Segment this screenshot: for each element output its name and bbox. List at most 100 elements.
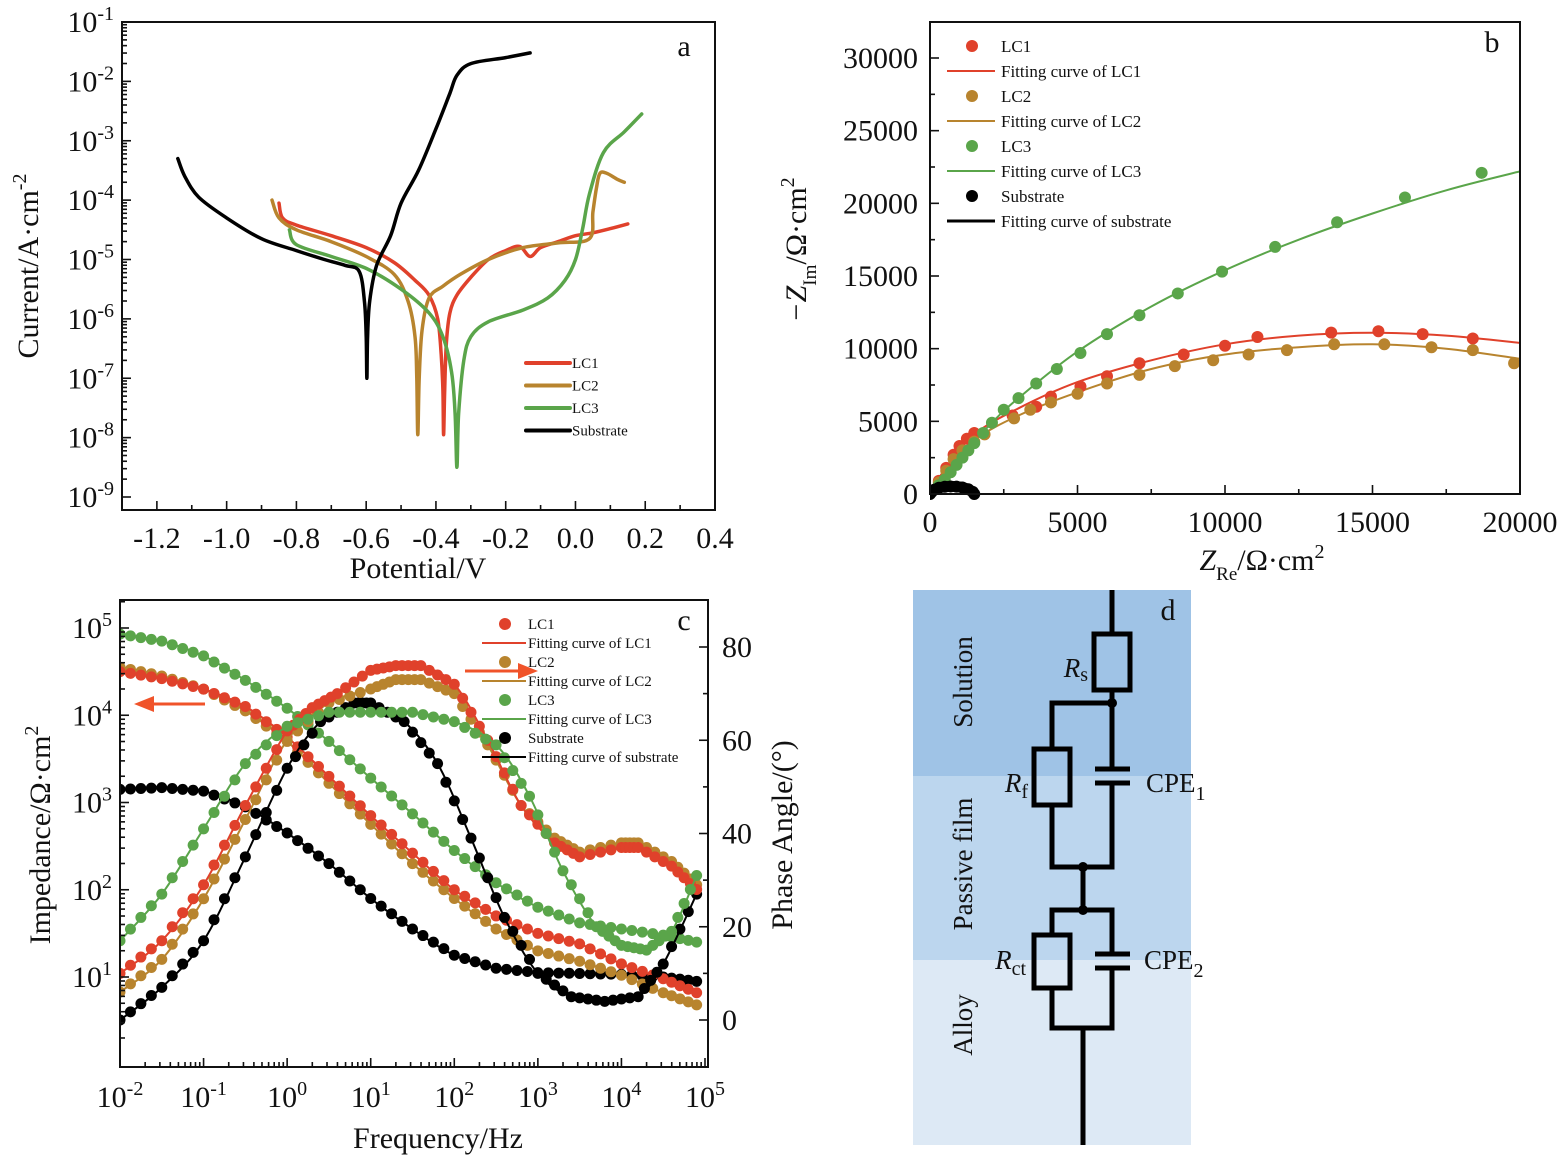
panel-c-impedance-point-lc1	[260, 716, 272, 728]
panel-c-phase-point-lc2	[250, 794, 262, 806]
panel-a-x-ticks: -1.2 -1.0 -0.8 -0.6 -0.4 -0.2 0.0 0.2 0.4	[133, 501, 734, 555]
panel-b-series-group	[930, 166, 1520, 500]
panel-c-impedance-point-lc3	[187, 646, 199, 658]
panel-c-legend-label-fitting-curve-of-substrate: Fitting curve of substrate	[528, 750, 679, 766]
panel-c-impedance-point-lc2	[595, 962, 607, 974]
panel-c-impedance-point-lc3	[682, 934, 694, 946]
panel-c-impedance-point-lc3	[427, 826, 439, 838]
panel-c-phase-point-lc1	[260, 762, 272, 774]
panel-c-impedance-point-substrate	[584, 968, 596, 980]
panel-a-legend-label-lc3: LC3	[572, 401, 599, 417]
panel-c-phase-point-lc3	[198, 823, 210, 835]
panel-b-point-lc1	[1325, 326, 1338, 339]
panel-c-phase-point-lc1	[340, 682, 352, 694]
panel-c-impedance-point-lc1	[124, 667, 136, 679]
panel-c-phase-point-substrate	[432, 758, 444, 770]
panel-c-phase-point-lc3	[574, 893, 586, 905]
panel-c-letter: c	[677, 604, 690, 637]
panel-c-phase-point-lc3	[448, 716, 460, 728]
panel-c-phase-point-lc1	[448, 678, 460, 690]
panel-c-impedance-point-lc1	[239, 701, 251, 713]
panel-c-impedance-point-lc3	[281, 702, 293, 714]
panel-c-phase-point-lc3	[250, 748, 262, 760]
panel-b-x-title-rest: /Ω·cm	[1237, 544, 1314, 577]
panel-c-phase-point-substrate	[557, 985, 569, 997]
panel-c-phase-point-substrate	[407, 726, 418, 738]
panel-a-y-tick-label: 10-7	[67, 359, 114, 395]
panel-c-phase-point-lc1	[507, 783, 519, 795]
panel-a-polarization-chart: -1.2 -1.0 -0.8 -0.6 -0.4 -0.2 0.0 0.2 0.4 10-910…	[9, 3, 734, 585]
panel-c-right-y-tick-label: 60	[722, 724, 752, 757]
panel-b-point-lc3	[1398, 191, 1411, 204]
panel-c-phase-point-substrate	[524, 953, 535, 965]
panel-c-impedance-point-substrate	[208, 789, 220, 801]
panel-c-impedance-point-lc2	[605, 966, 617, 978]
panel-c-phase-point-lc3	[323, 706, 335, 718]
panel-c-phase-point-lc3	[218, 790, 230, 802]
resistor-rf-icon	[1031, 746, 1073, 808]
panel-c-phase-point-lc2	[239, 814, 251, 826]
panel-c-left-y-tick-label: 105	[72, 609, 112, 645]
panel-b-point-lc2	[1207, 354, 1220, 367]
rct-sub: ct	[1012, 958, 1027, 980]
panel-c-impedance-point-lc1	[521, 923, 533, 935]
panel-b-y-tick-label: 20000	[843, 187, 918, 220]
panel-c-impedance-point-lc3	[208, 656, 220, 668]
panel-c-right-arrow-icon	[518, 663, 538, 679]
panel-c-phase-point-substrate	[260, 807, 272, 819]
panel-a-x-tick-label: -0.2	[482, 522, 530, 555]
panel-c-phase-point-substrate	[674, 923, 686, 935]
panel-b-point-lc2	[1280, 344, 1293, 357]
panel-c-impedance-point-substrate	[407, 923, 418, 935]
panel-c-legend-label-lc3: LC3	[528, 693, 555, 709]
panel-b-nyquist-chart: 0 5000 10000 15000 20000 0 5000 10000 15000 2000…	[777, 21, 1558, 585]
panel-c-impedance-point-lc1	[135, 669, 147, 681]
panel-c-phase-point-substrate	[624, 992, 636, 1004]
panel-c-impedance-point-lc2	[682, 996, 694, 1008]
panel-c-right-y-tick-label: 20	[722, 911, 752, 944]
panel-c-impedance-point-lc2	[674, 993, 686, 1005]
panel-b-point-lc2	[1071, 387, 1084, 400]
panel-c-impedance-point-lc1	[674, 980, 686, 992]
panel-c-impedance-point-lc3	[198, 650, 210, 662]
panel-c-phase-point-lc3	[407, 706, 418, 718]
panel-c-impedance-point-lc1	[553, 933, 565, 945]
panel-c-impedance-point-lc2	[354, 808, 366, 820]
panel-c-impedance-point-lc3	[691, 936, 703, 948]
panel-c-left-y-title-sup: 2	[21, 726, 43, 736]
panel-c-impedance-point-substrate	[323, 858, 335, 870]
panel-c-phase-point-lc1	[166, 921, 178, 933]
panel-c-phase-point-lc1	[574, 851, 586, 863]
panel-b-point-lc3	[968, 437, 981, 450]
panel-b-legend-label-lc2: LC2	[1001, 87, 1031, 106]
panel-c-impedance-point-substrate	[344, 875, 356, 887]
panel-c-phase-point-lc3	[365, 706, 377, 718]
panel-c-x-tick-label: 10-2	[97, 1078, 144, 1114]
panel-c-phase-point-lc3	[396, 706, 408, 718]
panel-b-point-lc3	[1050, 363, 1063, 376]
panel-c-phase-point-lc2	[432, 681, 444, 693]
panel-c-phase-point-lc3	[684, 883, 696, 895]
panel-b-x-title-sup: 2	[1315, 541, 1325, 563]
panel-c-phase-point-lc2	[166, 938, 178, 950]
panel-c-phase-point-lc1	[465, 706, 477, 718]
panel-b-point-lc2	[1328, 338, 1341, 351]
panel-c-plot-area	[120, 628, 703, 1026]
panel-c-impedance-point-lc3	[626, 925, 638, 937]
panel-c-phase-point-lc1	[605, 844, 617, 856]
panel-c-left-arrow-icon	[134, 696, 154, 712]
panel-b-point-lc2	[1133, 368, 1146, 381]
panel-c-impedance-point-lc3	[469, 861, 481, 873]
panel-c-impedance-point-lc1	[218, 692, 230, 704]
panel-c-impedance-point-lc1	[666, 976, 678, 988]
panel-c-impedance-point-substrate	[302, 842, 314, 854]
panel-a-x-tick-label: 0.4	[696, 522, 734, 555]
panel-c-impedance-point-lc1	[323, 770, 335, 782]
panel-b-y-tick-label: 0	[903, 478, 918, 511]
panel-a-y-tick-label: 10-5	[67, 241, 114, 277]
panel-c-impedance-point-lc2	[407, 858, 418, 870]
panel-c-phase-point-substrate	[507, 925, 519, 937]
panel-c-impedance-point-lc3	[407, 808, 418, 820]
panel-c-phase-point-lc3	[582, 907, 594, 919]
panel-c-impedance-point-lc1	[427, 865, 439, 877]
